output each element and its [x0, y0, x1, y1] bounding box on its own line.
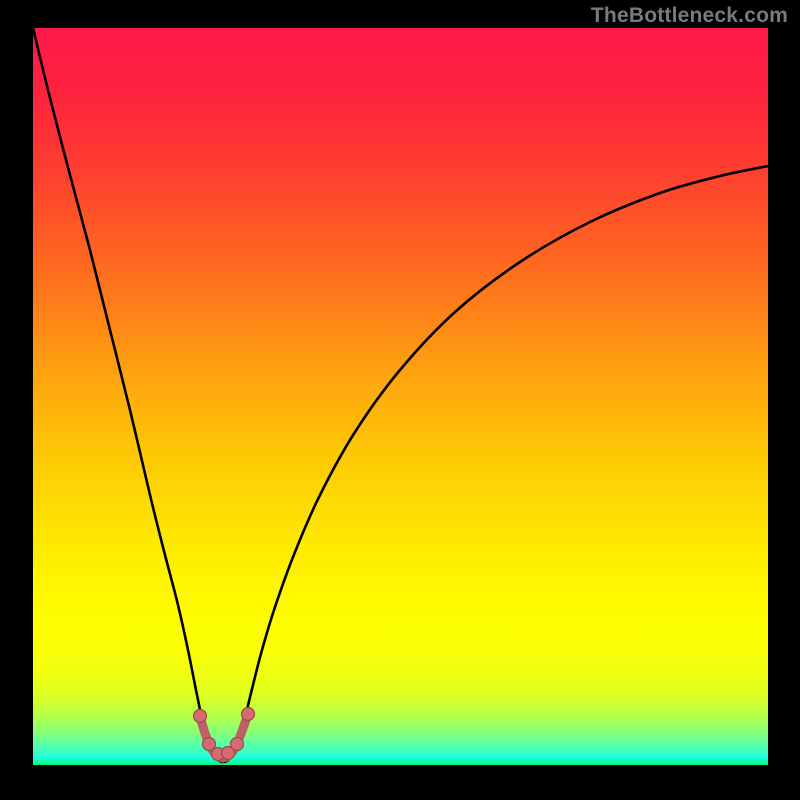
watermark-text: TheBottleneck.com	[591, 4, 788, 28]
curve-marker	[231, 738, 244, 751]
curve-marker	[242, 708, 255, 721]
plot-background	[33, 28, 768, 765]
chart-root: TheBottleneck.com	[0, 0, 800, 800]
chart-svg	[0, 0, 800, 800]
curve-marker	[194, 710, 207, 723]
